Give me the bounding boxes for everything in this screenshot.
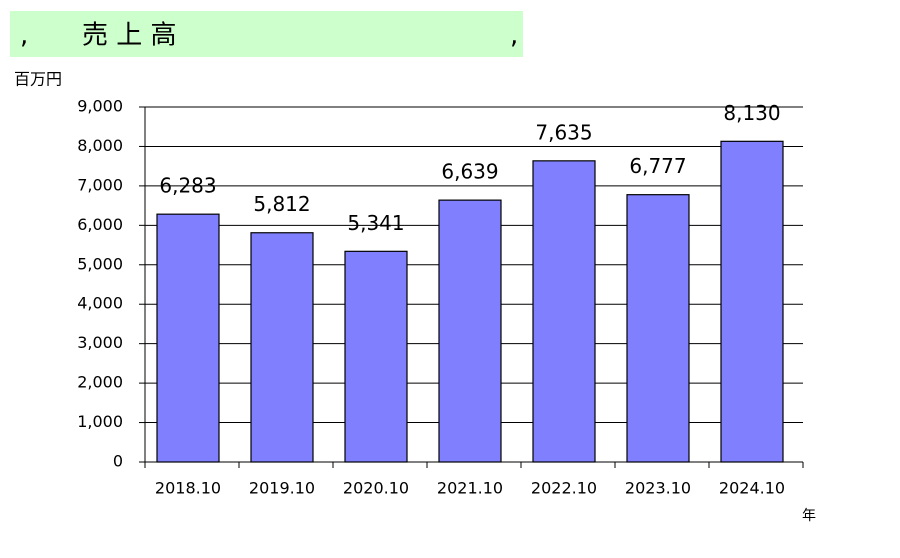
- x-tick-label: 2019.10: [249, 479, 315, 498]
- value-label: 5,341: [347, 211, 404, 235]
- value-label: 6,283: [159, 174, 216, 198]
- x-tick-label: 2018.10: [155, 479, 221, 498]
- value-label: 6,777: [629, 154, 686, 178]
- y-unit: 百万円: [14, 70, 62, 89]
- title-suffix: ,: [510, 21, 518, 51]
- y-tick-label: 6,000: [77, 215, 123, 234]
- bar: [344, 250, 408, 463]
- title-box: [10, 11, 523, 57]
- title-prefix: ,: [20, 21, 28, 51]
- y-tick-label: 7,000: [77, 175, 123, 194]
- x-unit: 年: [802, 508, 816, 524]
- value-label: 5,812: [253, 192, 310, 216]
- x-tick-label: 2020.10: [343, 479, 409, 498]
- value-label: 7,635: [535, 120, 592, 144]
- bar: [250, 232, 314, 463]
- bar: [532, 160, 596, 463]
- y-tick-label: 4,000: [77, 294, 123, 313]
- y-tick-label: 5,000: [77, 254, 123, 273]
- y-tick-label: 2,000: [77, 373, 123, 392]
- y-tick-label: 9,000: [77, 97, 123, 116]
- value-label: 6,639: [441, 160, 498, 184]
- bar: [156, 213, 220, 463]
- bar: [438, 199, 502, 463]
- bar: [720, 140, 784, 463]
- x-tick-label: 2021.10: [437, 479, 503, 498]
- y-tick-label: 0: [113, 452, 123, 471]
- y-tick-label: 1,000: [77, 412, 123, 431]
- y-tick-label: 3,000: [77, 333, 123, 352]
- x-tick-label: 2023.10: [625, 479, 691, 498]
- y-tick-label: 8,000: [77, 136, 123, 155]
- value-label: 8,130: [723, 101, 780, 125]
- chart-title: 売 上 高: [82, 21, 177, 51]
- bar: [626, 194, 690, 463]
- x-tick-label: 2024.10: [719, 479, 785, 498]
- x-tick-label: 2022.10: [531, 479, 597, 498]
